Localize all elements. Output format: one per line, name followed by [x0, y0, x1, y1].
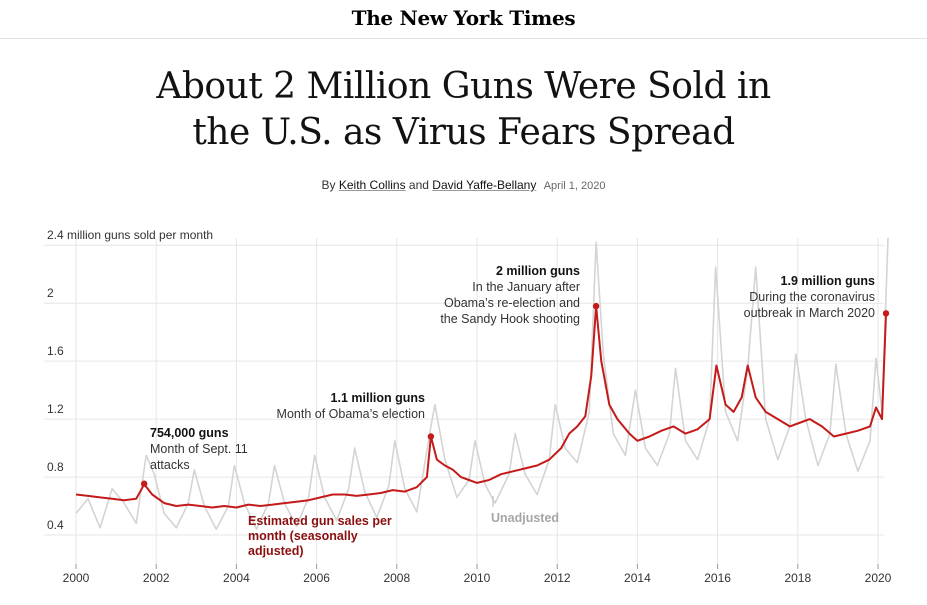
gun-sales-chart: 754,000 guns Month of Sept. 11 attacks 1.1 … — [44, 228, 892, 585]
headline: About 2 Million Guns Were Sold in the U.… — [0, 64, 927, 156]
byline: By Keith Collins and David Yaffe-Bellany… — [0, 178, 927, 192]
adjusted-series-line — [75, 305, 887, 509]
author-link-1[interactable]: Keith Collins — [338, 178, 406, 192]
y-tick-label: 1.2 — [47, 402, 64, 416]
annotation-text: the Sandy Hook shooting — [440, 312, 580, 326]
y-tick-label: 0.4 — [47, 518, 64, 532]
headline-line-1: About 2 Million Guns Were Sold in — [156, 66, 771, 107]
y-tick-label: 1.6 — [47, 344, 64, 358]
annotation-text: Month of Obama’s election — [277, 407, 426, 421]
publish-date: April 1, 2020 — [543, 180, 606, 192]
author-link-2[interactable]: David Yaffe-Bellany — [432, 178, 537, 192]
annotation-text: Obama’s re-election and — [444, 296, 580, 310]
x-tick-label: 2014 — [624, 571, 651, 585]
annotation-point — [427, 433, 435, 440]
adjusted-series-label: Estimated gun sales per — [248, 514, 392, 528]
adjusted-series-layer — [75, 305, 887, 509]
byline-prefix: By — [321, 178, 336, 192]
annotation-layer: 754,000 guns Month of Sept. 11 attacks 1.1 … — [140, 264, 890, 558]
annotation-title: 754,000 guns — [150, 426, 229, 440]
x-tick-label: 2010 — [464, 571, 491, 585]
x-tick-label: 2016 — [704, 571, 731, 585]
annotation-title: 2 million guns — [496, 264, 580, 278]
annotation-text: attacks — [150, 458, 190, 472]
x-tick-label: 2012 — [544, 571, 571, 585]
x-tick-label: 2002 — [143, 571, 170, 585]
x-tick-label: 2004 — [223, 571, 250, 585]
annotation-title: 1.1 million guns — [331, 391, 426, 405]
y-tick-label: 2 — [47, 286, 54, 300]
x-tick-label: 2020 — [865, 571, 892, 585]
unadjusted-series-layer — [75, 237, 889, 530]
x-tick-label: 2000 — [63, 571, 90, 585]
unadjusted-series-line — [75, 237, 889, 530]
y-tick-label: 0.8 — [47, 460, 64, 474]
unadjusted-series-label: Unadjusted — [491, 511, 559, 525]
annotation-text: outbreak in March 2020 — [744, 306, 875, 320]
headline-line-2: the U.S. as Virus Fears Spread — [192, 112, 735, 153]
x-tick-label: 2006 — [303, 571, 330, 585]
nyt-logo[interactable]: The New York Times — [351, 6, 576, 30]
adjusted-series-label: adjusted) — [248, 544, 304, 558]
masthead: The New York Times — [0, 0, 927, 39]
x-tick-label: 2018 — [784, 571, 811, 585]
annotation-text: During the coronavirus — [749, 290, 875, 304]
annotation-point — [882, 310, 890, 317]
annotation-point — [592, 302, 600, 310]
axis-layer: 0.4 0.8 1.2 1.6 2 2.4 million guns sold per m… — [47, 228, 892, 585]
adjusted-series-label: month (seasonally — [248, 529, 358, 543]
y-tick-label: 2.4 million guns sold per month — [47, 228, 213, 242]
annotation-text: Month of Sept. 11 — [150, 442, 248, 456]
byline-and: and — [408, 178, 429, 192]
x-tick-label: 2008 — [383, 571, 410, 585]
annotation-title: 1.9 million guns — [781, 274, 876, 288]
annotation-point — [140, 480, 148, 487]
annotation-text: In the January after — [472, 280, 580, 294]
